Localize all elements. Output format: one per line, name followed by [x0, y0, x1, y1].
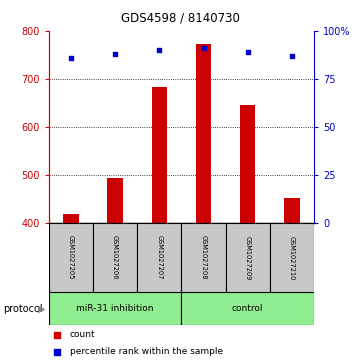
Bar: [196, 44, 211, 223]
Text: GDS4598 / 8140730: GDS4598 / 8140730: [121, 12, 240, 25]
Bar: [137, 223, 182, 292]
Text: GSM1027205: GSM1027205: [68, 236, 74, 280]
Text: ▶: ▶: [38, 303, 45, 314]
Point: [156, 47, 162, 53]
Text: protocol: protocol: [4, 303, 43, 314]
Bar: [181, 292, 314, 325]
Point: [201, 45, 206, 51]
Point: [54, 349, 60, 355]
Text: GSM1027208: GSM1027208: [200, 236, 206, 280]
Bar: [240, 105, 256, 223]
Point: [289, 53, 295, 59]
Bar: [226, 223, 270, 292]
Text: percentile rank within the sample: percentile rank within the sample: [70, 347, 223, 356]
Bar: [181, 223, 226, 292]
Bar: [284, 198, 300, 223]
Bar: [270, 223, 314, 292]
Text: control: control: [232, 304, 264, 313]
Text: GSM1027207: GSM1027207: [156, 236, 162, 280]
Bar: [152, 87, 167, 223]
Text: miR-31 inhibition: miR-31 inhibition: [76, 304, 154, 313]
Text: count: count: [70, 330, 96, 339]
Bar: [49, 223, 93, 292]
Point: [245, 49, 251, 55]
Text: GSM1027206: GSM1027206: [112, 236, 118, 280]
Bar: [93, 223, 137, 292]
Bar: [107, 178, 123, 223]
Point: [54, 332, 60, 338]
Point: [112, 51, 118, 57]
Bar: [63, 213, 79, 223]
Point: [68, 55, 74, 61]
Text: GSM1027209: GSM1027209: [245, 236, 251, 280]
Bar: [49, 292, 181, 325]
Text: GSM1027210: GSM1027210: [289, 236, 295, 280]
